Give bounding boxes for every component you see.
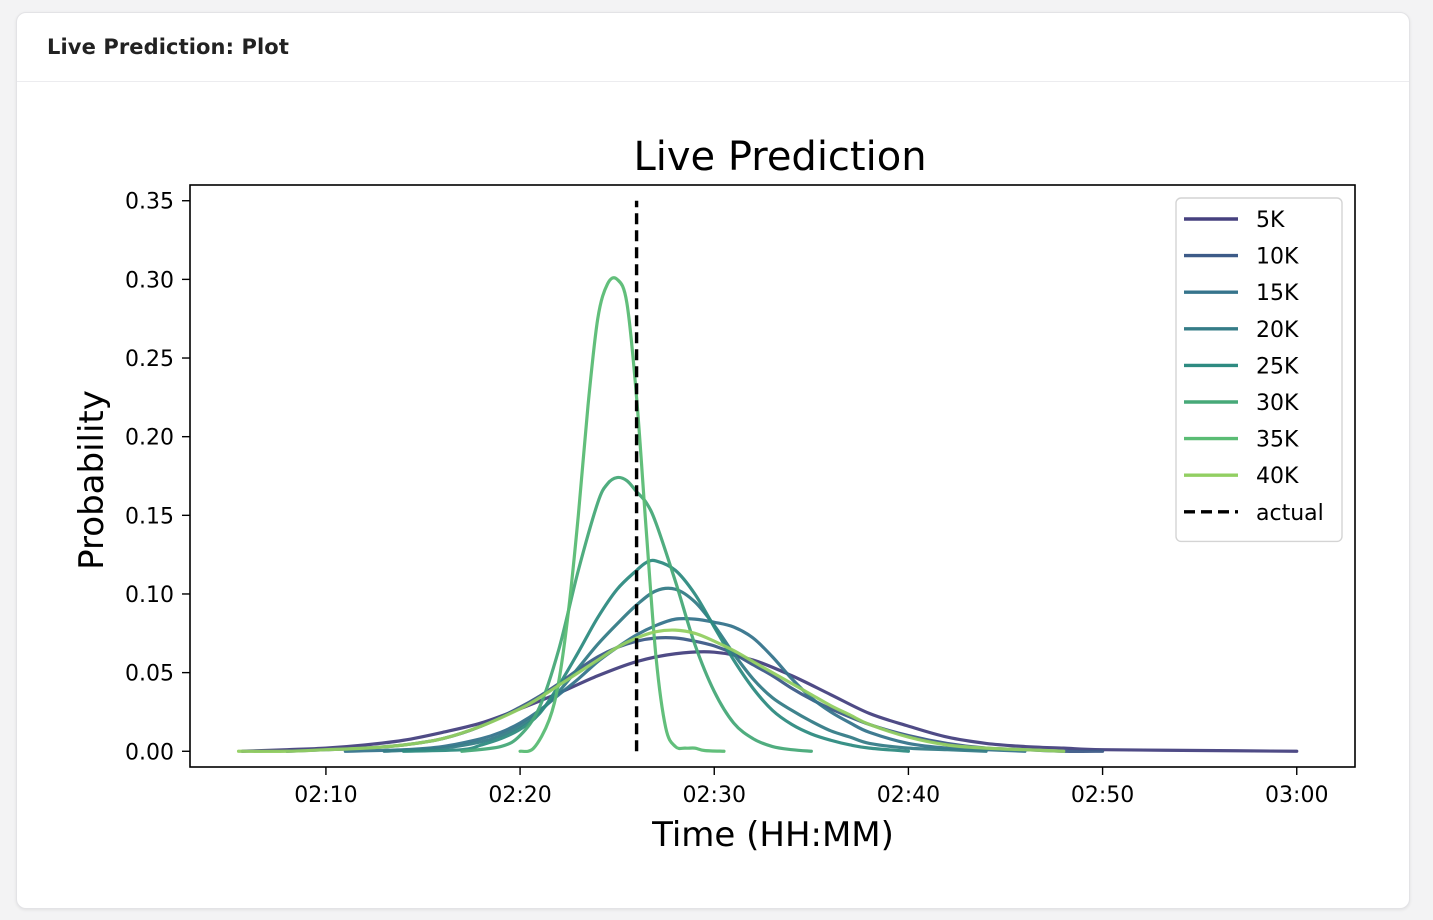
- x-tick-label: 02:20: [488, 783, 551, 808]
- plot-area-frame: [189, 184, 1356, 768]
- y-tick-label: 0.25: [125, 347, 174, 372]
- legend-entry: 30K: [1184, 391, 1299, 416]
- y-tick-label: 0.20: [125, 426, 174, 451]
- y-axis-label: Probability: [72, 390, 112, 570]
- legend-label: actual: [1256, 501, 1324, 526]
- series-line-5k: [240, 650, 1299, 753]
- legend-entry: 40K: [1184, 464, 1299, 489]
- legend-label: 35K: [1256, 428, 1299, 453]
- y-tick-label: 0.15: [125, 504, 174, 529]
- legend-label: 20K: [1256, 318, 1299, 343]
- x-tick-label: 02:50: [1071, 783, 1134, 808]
- x-tick-label: 02:10: [294, 783, 357, 808]
- y-tick-label: 0.30: [125, 268, 174, 293]
- x-axis-label: Time (HH:MM): [651, 815, 894, 855]
- y-axis-ticks: 0.00 0.05 0.10 0.15 0.20 0.25 0.30 0.35: [125, 190, 190, 765]
- series-lines: [236, 276, 1299, 754]
- x-tick-label: 02:30: [683, 783, 746, 808]
- legend-entry: 35K: [1184, 428, 1299, 453]
- legend-label: 15K: [1256, 281, 1299, 306]
- legend-label: 10K: [1256, 245, 1299, 270]
- legend-label: 40K: [1256, 464, 1299, 489]
- series-line-10k: [285, 636, 1105, 753]
- series-line-40k: [236, 628, 1066, 753]
- y-tick-label: 0.35: [125, 190, 174, 215]
- x-tick-label: 02:40: [877, 783, 940, 808]
- legend-entry: actual: [1184, 501, 1324, 526]
- panel-title: Live Prediction: Plot: [47, 35, 289, 59]
- series-line-35k: [518, 276, 726, 754]
- legend-label: 25K: [1256, 354, 1299, 379]
- y-tick-label: 0.05: [125, 662, 174, 687]
- x-tick-label: 03:00: [1265, 783, 1328, 808]
- legend-entry: 20K: [1184, 318, 1299, 343]
- legend-entry: 5K: [1184, 208, 1285, 233]
- legend-entry: 10K: [1184, 245, 1299, 270]
- y-tick-label: 0.00: [125, 740, 174, 765]
- series-line-20k: [382, 586, 988, 753]
- y-tick-label: 0.10: [125, 583, 174, 608]
- legend-box: [1175, 197, 1343, 543]
- legend-entry: 15K: [1184, 281, 1299, 306]
- chart-title: Live Prediction: [633, 134, 926, 180]
- panel-header: Live Prediction: Plot: [17, 13, 1409, 82]
- legend-entry: 25K: [1184, 354, 1299, 379]
- series-line-25k: [401, 558, 911, 753]
- legend-label: 30K: [1256, 391, 1299, 416]
- x-axis-ticks: 02:10 02:20 02:30 02:40 02:50 03:00: [294, 767, 1328, 808]
- legend: 5K 10K 15K 20K 25K 30K 35K 40K actual: [1175, 197, 1343, 543]
- legend-label: 5K: [1256, 208, 1285, 233]
